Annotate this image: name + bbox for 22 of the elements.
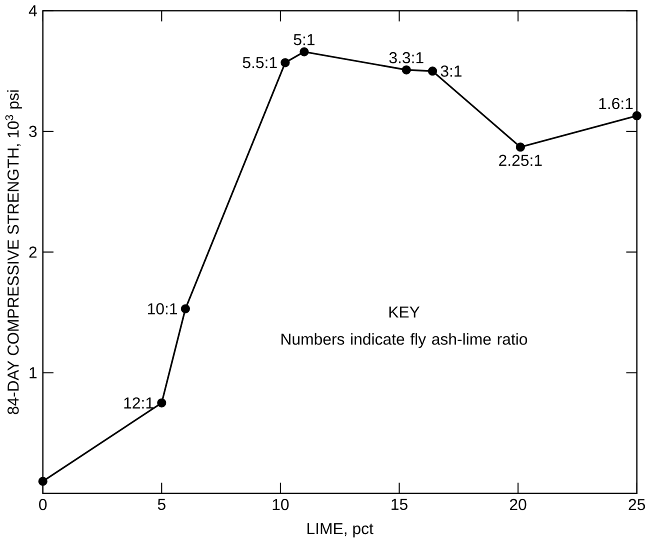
annotation: 10:1	[148, 303, 177, 315]
x-tick-label: 20	[510, 499, 526, 510]
annotation: 12:1	[124, 398, 154, 409]
annotation: KEY	[389, 306, 420, 318]
x-tick-label: 5	[158, 499, 166, 510]
y-tick-label: 3	[29, 126, 37, 138]
y-axis-title: 84-DAY COMPRESSIVE STRENGTH, 10$^{3}$ psi	[5, 90, 22, 414]
x-axis-title: LIME, pct	[308, 523, 374, 538]
annotation: 3.3:1	[389, 52, 424, 64]
annotation: 3:1	[440, 66, 462, 77]
x-tick-label: 15	[392, 499, 408, 510]
y-tick-label: 2	[29, 246, 37, 258]
y-tick-label: 4	[28, 5, 37, 16]
x-tick-label: 10	[272, 499, 289, 510]
annotation: 5.5:1	[242, 57, 277, 68]
annotation: 2.25:1	[499, 154, 542, 166]
x-tick-label: 25	[628, 499, 646, 510]
annotation: 5:1	[294, 34, 314, 46]
annotation: 1.6:1	[599, 98, 633, 110]
y-tick-label: 1	[30, 367, 37, 378]
annotation: Numbers indicate fly ash-lime ratio	[282, 333, 528, 348]
x-tick-label: 0	[39, 499, 47, 510]
